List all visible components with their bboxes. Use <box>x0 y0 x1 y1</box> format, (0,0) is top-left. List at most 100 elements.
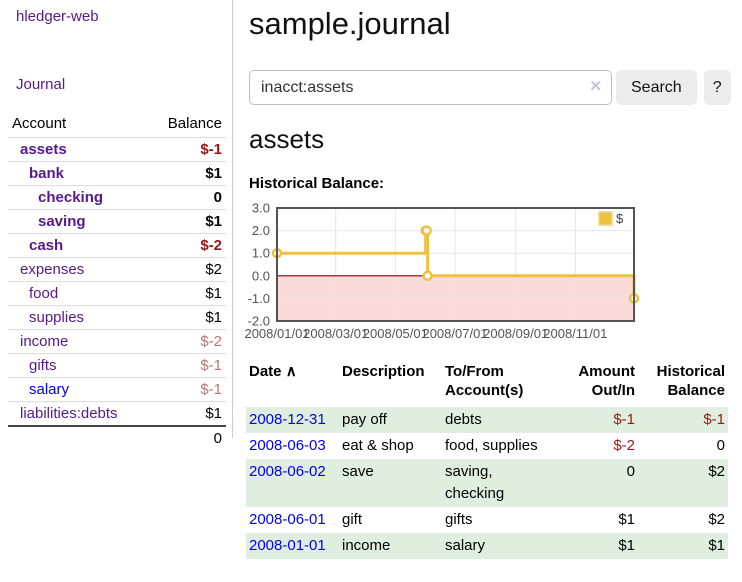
accounts-header-balance: Balance <box>167 115 222 132</box>
account-link[interactable]: income <box>20 333 69 350</box>
account-link[interactable]: assets <box>20 141 67 158</box>
amount-cell: $-1 <box>613 411 635 428</box>
register-header-date[interactable]: Date ∧ <box>249 363 297 380</box>
y-tick-label: 0.0 <box>252 268 270 283</box>
description-cell: eat & shop <box>342 437 414 454</box>
register-date-cell: 2008-12-31 <box>246 407 342 433</box>
accounts-cell: salary <box>445 537 486 554</box>
sort-up-icon: ∧ <box>285 363 297 380</box>
account-link[interactable]: saving <box>38 213 86 230</box>
account-name-cell: bank <box>8 162 149 186</box>
account-name-cell: liabilities:debts <box>8 402 149 427</box>
data-point <box>422 270 433 282</box>
x-tick-label: 2008/05/01 <box>363 326 428 341</box>
main-content: sample.journal ✕ Search ? assets Histori… <box>233 0 742 559</box>
transaction-date-link[interactable]: 2008-06-03 <box>249 437 326 454</box>
accounts-cell: debts <box>445 411 482 428</box>
register-row: 2008-12-31 pay off debts $-1 $-1 <box>246 407 728 433</box>
account-balance: $2 <box>205 261 222 278</box>
accounts-total-value: 0 <box>213 430 222 447</box>
x-tick-label: 2008/01/01 <box>244 326 309 341</box>
account-row: saving $1 <box>8 209 226 234</box>
x-tick-label: 2008/11/01 <box>543 326 607 341</box>
account-name-cell: salary <box>8 378 149 402</box>
account-row: income $-2 <box>8 329 226 354</box>
accounts-cell: gifts <box>445 511 473 528</box>
account-link[interactable]: gifts <box>29 357 57 374</box>
account-name-cell: expenses <box>8 258 149 282</box>
account-balance: $-1 <box>200 141 222 158</box>
legend-label: $ <box>616 211 624 226</box>
account-link[interactable]: cash <box>29 237 64 254</box>
account-balance: $1 <box>205 213 222 230</box>
app-title-link[interactable]: hledger-web <box>16 8 99 25</box>
balance-cell: 0 <box>716 437 725 454</box>
search-button[interactable]: Search <box>616 70 697 105</box>
legend-swatch <box>598 211 613 226</box>
x-tick-label: 2008/03/01 <box>303 326 368 341</box>
page-title: sample.journal <box>249 6 451 41</box>
account-name-cell: income <box>8 330 149 354</box>
sidebar: hledger-web Journal Account Balance asse… <box>0 0 232 450</box>
account-link[interactable]: supplies <box>29 309 85 326</box>
register-row: 2008-06-03 eat & shop food, supplies $-2 0 <box>246 433 728 459</box>
account-balance: $-1 <box>200 357 222 374</box>
register-row: 2008-06-02 save saving, checking 0 $2 <box>246 459 728 507</box>
search-input-wrap: ✕ <box>249 70 612 105</box>
account-row: assets $-1 <box>8 137 226 162</box>
transaction-date-link[interactable]: 2008-12-31 <box>249 411 326 428</box>
chart-border <box>276 207 635 322</box>
account-row: supplies $1 <box>8 305 226 330</box>
accounts-table: Account Balance assets $-1 bank $1 checking 0… <box>8 112 226 450</box>
account-link[interactable]: checking <box>38 189 104 206</box>
register-header-amount: Amount Out/In <box>578 363 635 399</box>
sidebar-item-journal[interactable]: Journal <box>16 76 66 93</box>
help-button[interactable]: ? <box>703 70 731 105</box>
accounts-total-row: 0 <box>8 426 226 450</box>
data-point <box>421 225 432 236</box>
account-row: cash $-2 <box>8 233 226 258</box>
y-tick-label: -1.0 <box>248 291 270 306</box>
amount-cell: $1 <box>618 511 635 528</box>
transaction-date-link[interactable]: 2008-06-01 <box>249 511 326 528</box>
amount-cell: $-2 <box>613 437 635 454</box>
account-link[interactable]: liabilities:debts <box>20 405 118 422</box>
account-balance: $-2 <box>200 237 222 254</box>
description-cell: gift <box>342 511 363 528</box>
transaction-date-link[interactable]: 2008-01-01 <box>249 537 326 554</box>
account-row: food $1 <box>8 281 226 306</box>
balance-cell: $2 <box>708 511 725 528</box>
account-heading: assets <box>249 124 325 154</box>
account-name-cell: checking <box>8 186 149 210</box>
register-header-description: Description <box>342 363 425 380</box>
account-balance: 0 <box>213 189 222 206</box>
balance-cell: $2 <box>708 463 725 480</box>
clear-search-icon[interactable]: ✕ <box>589 78 602 95</box>
transaction-date-link[interactable]: 2008-06-02 <box>249 463 326 480</box>
account-link[interactable]: food <box>29 285 59 302</box>
x-tick-label: 2008/07/01 <box>422 326 487 341</box>
chart-section-label: Historical Balance: <box>249 175 385 192</box>
balance-cell: $1 <box>708 537 725 554</box>
register-date-cell: 2008-06-01 <box>246 507 342 533</box>
search-input[interactable] <box>249 70 612 105</box>
account-balance: $1 <box>205 285 222 302</box>
account-name-cell: supplies <box>8 306 149 330</box>
y-tick-label: -2.0 <box>248 314 270 329</box>
account-link[interactable]: expenses <box>20 261 85 278</box>
account-balance: $1 <box>205 165 222 182</box>
description-cell: income <box>342 537 391 554</box>
account-name-cell: food <box>8 282 149 306</box>
accounts-cell: food, supplies <box>445 437 538 454</box>
account-row: checking 0 <box>8 185 226 210</box>
y-tick-label: 3.0 <box>252 201 270 216</box>
account-balance: $1 <box>205 309 222 326</box>
accounts-header-account: Account <box>12 115 67 132</box>
account-link[interactable]: salary <box>29 381 70 398</box>
account-row: bank $1 <box>8 161 226 186</box>
register-table: Date ∧ Description To/From Account(s) Am… <box>246 362 728 559</box>
account-link[interactable]: bank <box>29 165 65 182</box>
accounts-header-row: Account Balance <box>8 112 226 138</box>
account-row: liabilities:debts $1 <box>8 401 226 427</box>
search-row: ✕ Search ? <box>249 70 742 105</box>
